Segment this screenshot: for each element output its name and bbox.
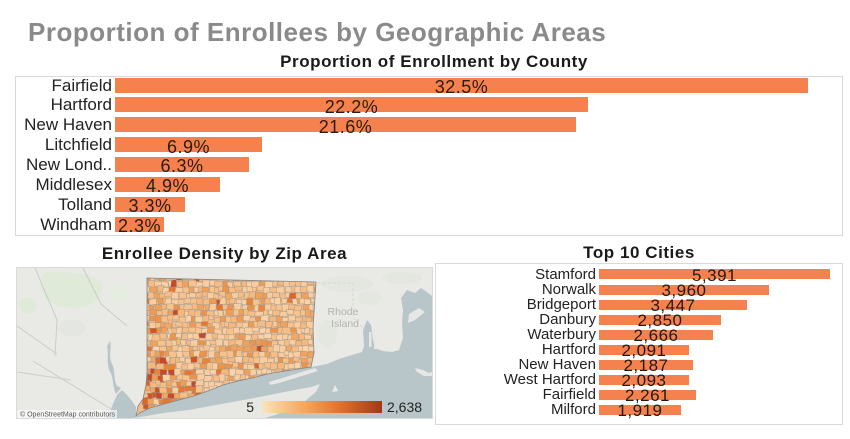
svg-text:Island: Island bbox=[331, 318, 359, 330]
svg-text:2,638: 2,638 bbox=[387, 399, 422, 415]
svg-text:5: 5 bbox=[246, 399, 254, 415]
svg-text:Rhode: Rhode bbox=[328, 306, 359, 318]
svg-text:© OpenStreetMap contributors: © OpenStreetMap contributors bbox=[20, 411, 116, 419]
